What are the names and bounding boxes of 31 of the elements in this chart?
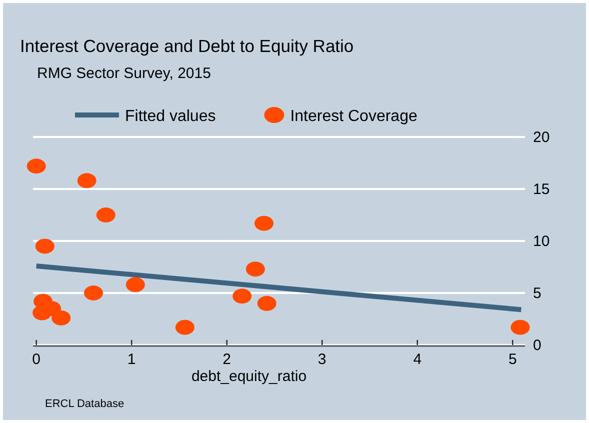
chart-title: Interest Coverage and Debt to Equity Ratio — [20, 36, 354, 56]
point — [96, 208, 116, 222]
text: ERCL Database — [45, 398, 124, 410]
x-tick-label: 4 — [413, 351, 422, 368]
point — [126, 277, 145, 292]
legend-label: Fitted values — [125, 108, 216, 125]
point — [232, 288, 252, 304]
point — [84, 286, 103, 300]
point — [175, 320, 194, 335]
x-tick-label: 3 — [318, 351, 326, 368]
point — [26, 158, 46, 174]
x-tick-label: 5 — [508, 351, 517, 368]
point — [32, 305, 52, 320]
y-tick-label: 20 — [533, 129, 550, 146]
point — [510, 320, 530, 335]
y-tick-label: 5 — [533, 285, 542, 302]
chart-subtitle: RMG Sector Survey, 2015 — [37, 65, 211, 82]
legend-label: Interest Coverage — [290, 108, 418, 125]
point — [77, 173, 96, 188]
y-tick-label: 0 — [533, 337, 542, 354]
x-tick-label: 1 — [127, 351, 136, 368]
point — [52, 310, 71, 326]
y-tick-label: 10 — [533, 233, 550, 250]
point — [254, 216, 274, 231]
x-axis-title: debt_equity_ratio — [191, 368, 307, 385]
point — [257, 296, 276, 311]
x-tick-label: 0 — [32, 351, 41, 368]
x-tick-label: 2 — [222, 351, 232, 368]
point — [35, 238, 54, 254]
y-tick-label: 15 — [533, 181, 550, 198]
point — [246, 262, 265, 277]
